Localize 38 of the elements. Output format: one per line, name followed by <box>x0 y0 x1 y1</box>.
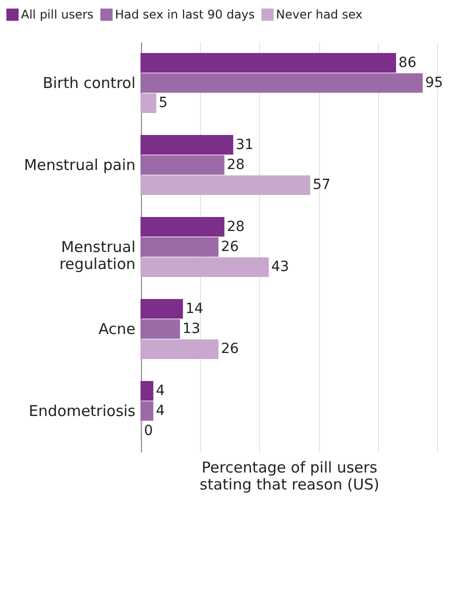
bar <box>140 380 154 401</box>
bar <box>140 298 183 319</box>
bar <box>140 237 218 257</box>
y-tick-label: Menstrual regulation <box>59 238 136 273</box>
legend-label: Had sex in last 90 days <box>115 8 255 22</box>
data-label: 13 <box>182 321 200 337</box>
bar <box>140 134 234 155</box>
data-label: 26 <box>220 239 239 255</box>
bar <box>140 401 154 421</box>
data-label: 86 <box>398 54 416 71</box>
data-label: 57 <box>312 177 331 194</box>
data-label: 28 <box>226 157 245 173</box>
bar <box>140 216 224 237</box>
bar <box>140 339 218 360</box>
y-tick-label: Endometriosis <box>28 402 136 420</box>
y-tick-label: Menstrual pain <box>24 156 136 174</box>
bar <box>140 73 423 93</box>
data-label: 28 <box>226 218 245 235</box>
data-label: 4 <box>156 403 165 419</box>
bar <box>140 52 396 73</box>
x-axis-title: Percentage of pill users stating that reason (US) <box>200 458 380 494</box>
data-label: 43 <box>271 259 290 276</box>
legend-label: All pill users <box>21 8 94 22</box>
bar <box>140 319 180 339</box>
bar <box>140 93 156 114</box>
data-label: 5 <box>158 95 168 112</box>
y-tick-label: Acne <box>98 320 136 338</box>
legend-label: Never had sex <box>276 8 363 22</box>
data-label: 0 <box>144 423 153 440</box>
data-label: 4 <box>156 382 165 399</box>
data-label: 31 <box>236 136 254 153</box>
data-label: 26 <box>220 341 239 358</box>
y-tick-label: Birth control <box>42 74 136 92</box>
bar <box>140 257 269 278</box>
bar <box>140 175 310 196</box>
bar <box>140 155 224 175</box>
data-label: 14 <box>185 300 204 317</box>
data-label: 95 <box>425 75 444 91</box>
